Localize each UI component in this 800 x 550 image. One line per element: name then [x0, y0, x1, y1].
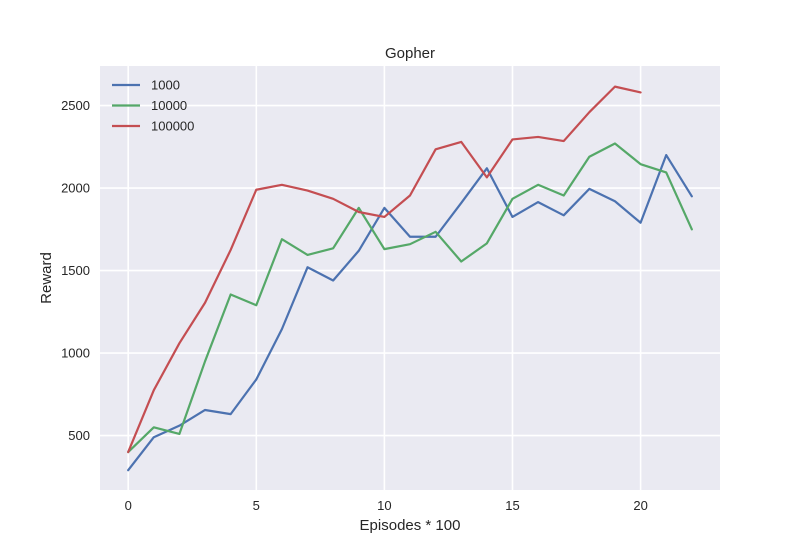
legend-label-1000: 1000 [151, 78, 180, 93]
x-tick-label: 0 [125, 498, 132, 513]
y-axis-label: Reward [38, 252, 55, 304]
x-tick-label: 5 [253, 498, 260, 513]
series-line-100000 [127, 85, 642, 454]
y-tick-label: 500 [68, 428, 90, 443]
series-line-10000 [127, 142, 693, 454]
legend-label-10000: 10000 [151, 98, 187, 113]
x-tick-label: 10 [377, 498, 391, 513]
y-tick-label: 2500 [61, 98, 90, 113]
y-tick-label: 2000 [61, 181, 90, 196]
series-line-1000 [127, 153, 693, 472]
y-tick-label: 1000 [61, 346, 90, 361]
grid-lines [100, 66, 720, 490]
x-axis-label: Episodes * 100 [360, 517, 461, 534]
plot-background [100, 66, 720, 490]
x-tick-labels: 0 5 10 15 20 [125, 498, 648, 513]
legend-label-100000: 100000 [151, 119, 194, 134]
series-lines [127, 85, 693, 472]
x-tick-label: 20 [633, 498, 647, 513]
chart-title: Gopher [385, 45, 435, 62]
y-tick-label: 1500 [61, 263, 90, 278]
y-tick-labels: 500 1000 1500 2000 2500 [61, 98, 90, 443]
legend: 1000 10000 100000 [112, 78, 194, 134]
x-tick-label: 15 [505, 498, 519, 513]
